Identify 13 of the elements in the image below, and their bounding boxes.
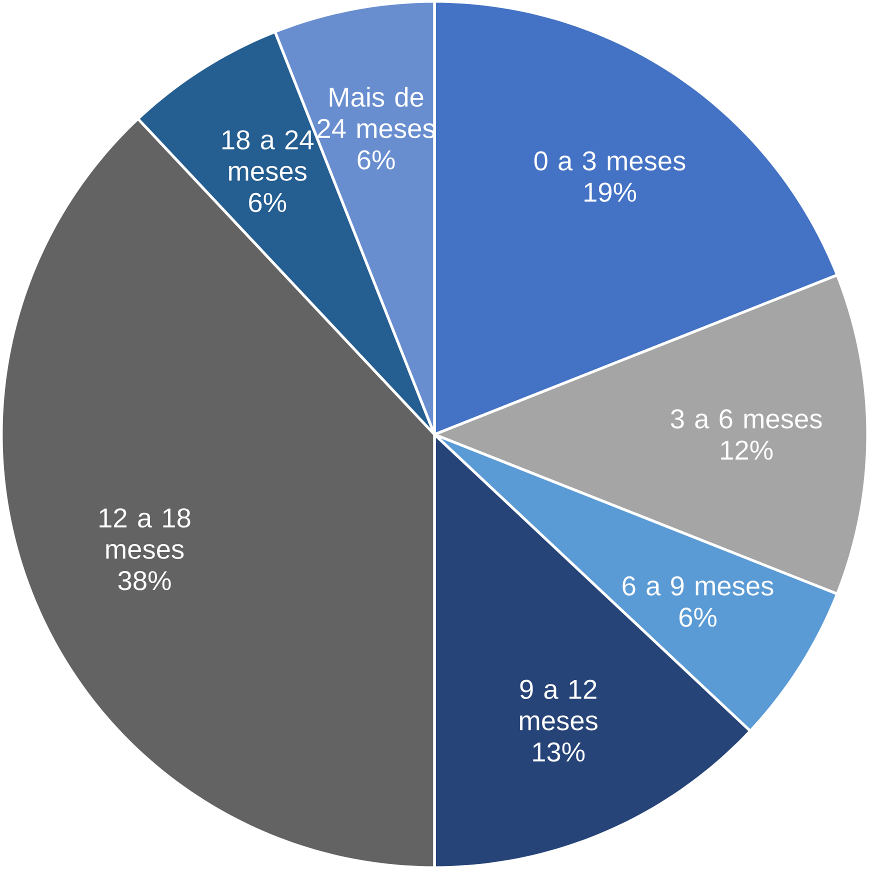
- data-label: 6%: [249, 192, 286, 212]
- data-label: 13%: [533, 742, 585, 762]
- data-label: 19%: [584, 182, 636, 202]
- slice-label: 12 a 18 meses: [100, 508, 190, 559]
- data-label: 38%: [118, 570, 171, 590]
- slice-label: 3 a 6 meses: [670, 409, 822, 429]
- slice-label: 0 a 3 meses: [534, 151, 686, 171]
- slice-label: 6 a 9 meses: [622, 576, 774, 596]
- data-label: 12%: [721, 440, 773, 460]
- data-label: 6%: [358, 150, 395, 170]
- data-label: 6%: [680, 608, 717, 627]
- slice-label: 18 a 24 meses: [222, 130, 314, 181]
- slice-label: 9 a 12 meses: [520, 680, 598, 730]
